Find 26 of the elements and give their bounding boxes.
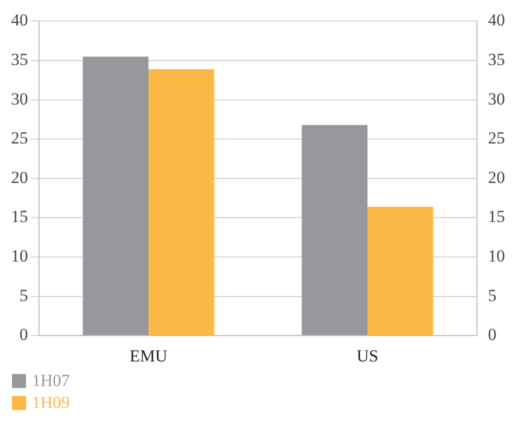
y-tick-label: 25 — [11, 128, 28, 148]
y2-tick-label: 15 — [488, 207, 505, 226]
y2-tick-label: 25 — [488, 128, 505, 148]
y-tick-label: 5 — [20, 286, 28, 305]
legend-label: 1H07 — [32, 371, 70, 391]
bar — [82, 56, 148, 336]
y-tick-label: 10 — [11, 246, 28, 266]
x-tick-label: US — [356, 346, 378, 366]
y-tick-label: 40 — [11, 10, 28, 30]
bar — [148, 69, 214, 336]
y2-tick-label: 10 — [488, 246, 505, 266]
y-tick-label: 20 — [11, 168, 28, 187]
y-tick-label: 0 — [20, 325, 28, 344]
bar — [368, 206, 434, 336]
y-tick-label: 15 — [11, 207, 28, 226]
y2-tick-label: 30 — [488, 89, 505, 108]
bar — [302, 124, 368, 336]
legend-label: 1H09 — [32, 393, 70, 413]
y-tick-label: 30 — [11, 89, 28, 108]
y-tick-label: 35 — [11, 50, 28, 69]
x-tick-label: EMU — [130, 346, 168, 366]
y2-tick-label: 5 — [488, 286, 496, 305]
y2-tick-label: 20 — [488, 168, 505, 187]
y2-tick-label: 35 — [488, 50, 505, 69]
y2-tick-label: 40 — [488, 10, 505, 30]
y2-tick-label: 0 — [488, 325, 496, 344]
